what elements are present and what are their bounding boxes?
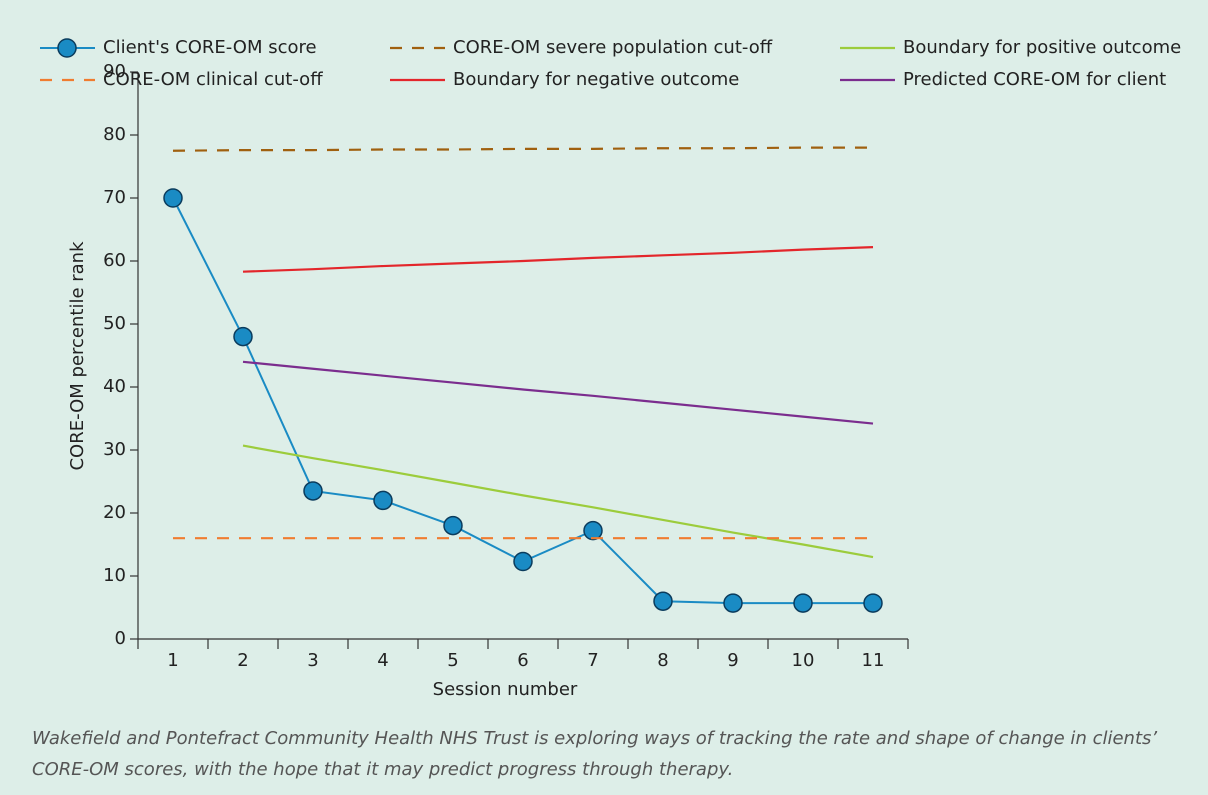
y-tick-label: 30 [103,439,126,460]
legend-label: Boundary for negative outcome [453,69,739,90]
y-tick-label: 50 [103,313,126,334]
y-tick-label: 10 [103,565,126,586]
data-point [303,481,323,501]
x-tick-label: 2 [237,650,248,671]
y-tick-label: 80 [103,124,126,145]
x-tick-label: 4 [377,650,388,671]
y-tick-label: 60 [103,250,126,271]
legend-label: CORE-OM severe population cut-off [453,37,773,58]
data-point [653,591,673,611]
x-tick-label: 6 [517,650,528,671]
x-tick-label: 8 [657,650,668,671]
data-point [373,490,393,511]
series-line [242,246,874,273]
legend-label: Client's CORE-OM score [103,37,317,58]
caption-line: CORE-OM scores, with the hope that it ma… [32,759,734,780]
data-point [583,520,603,541]
caption-line: Wakefield and Pontefract Community Healt… [32,728,1158,749]
x-tick-label: 11 [862,650,885,671]
chart: Session number CORE-OM percentile rank 0… [40,37,1181,700]
x-tick-label: 1 [167,650,178,671]
y-tick-label: 70 [103,187,126,208]
x-tick-label: 5 [447,650,458,671]
x-tick-label: 9 [727,650,738,671]
data-point [233,326,253,347]
series-line [242,444,874,559]
series-line [242,360,874,425]
legend-label: CORE-OM clinical cut-off [103,69,323,90]
data-point [863,593,883,613]
x-axis-label: Session number [433,679,578,700]
data-point [793,593,813,613]
data-point [163,188,183,208]
series-line [172,197,873,605]
y-tick-label: 20 [103,502,126,523]
y-axis-label: CORE-OM percentile rank [67,241,88,471]
y-tick-label: 40 [103,376,126,397]
legend-label: Predicted CORE-OM for client [903,69,1166,90]
x-tick-label: 3 [307,650,318,671]
data-point [723,593,743,613]
y-tick-label: 90 [103,61,126,82]
legend-marker [57,38,77,58]
x-tick-label: 10 [792,650,815,671]
x-tick-label: 7 [587,650,598,671]
series-line [172,146,873,152]
y-tick-label: 0 [115,628,126,649]
legend-label: Boundary for positive outcome [903,37,1181,58]
data-point [443,515,463,536]
data-point [513,551,533,572]
